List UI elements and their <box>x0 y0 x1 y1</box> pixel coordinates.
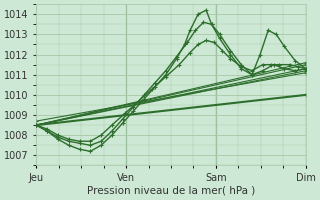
X-axis label: Pression niveau de la mer( hPa ): Pression niveau de la mer( hPa ) <box>87 186 255 196</box>
